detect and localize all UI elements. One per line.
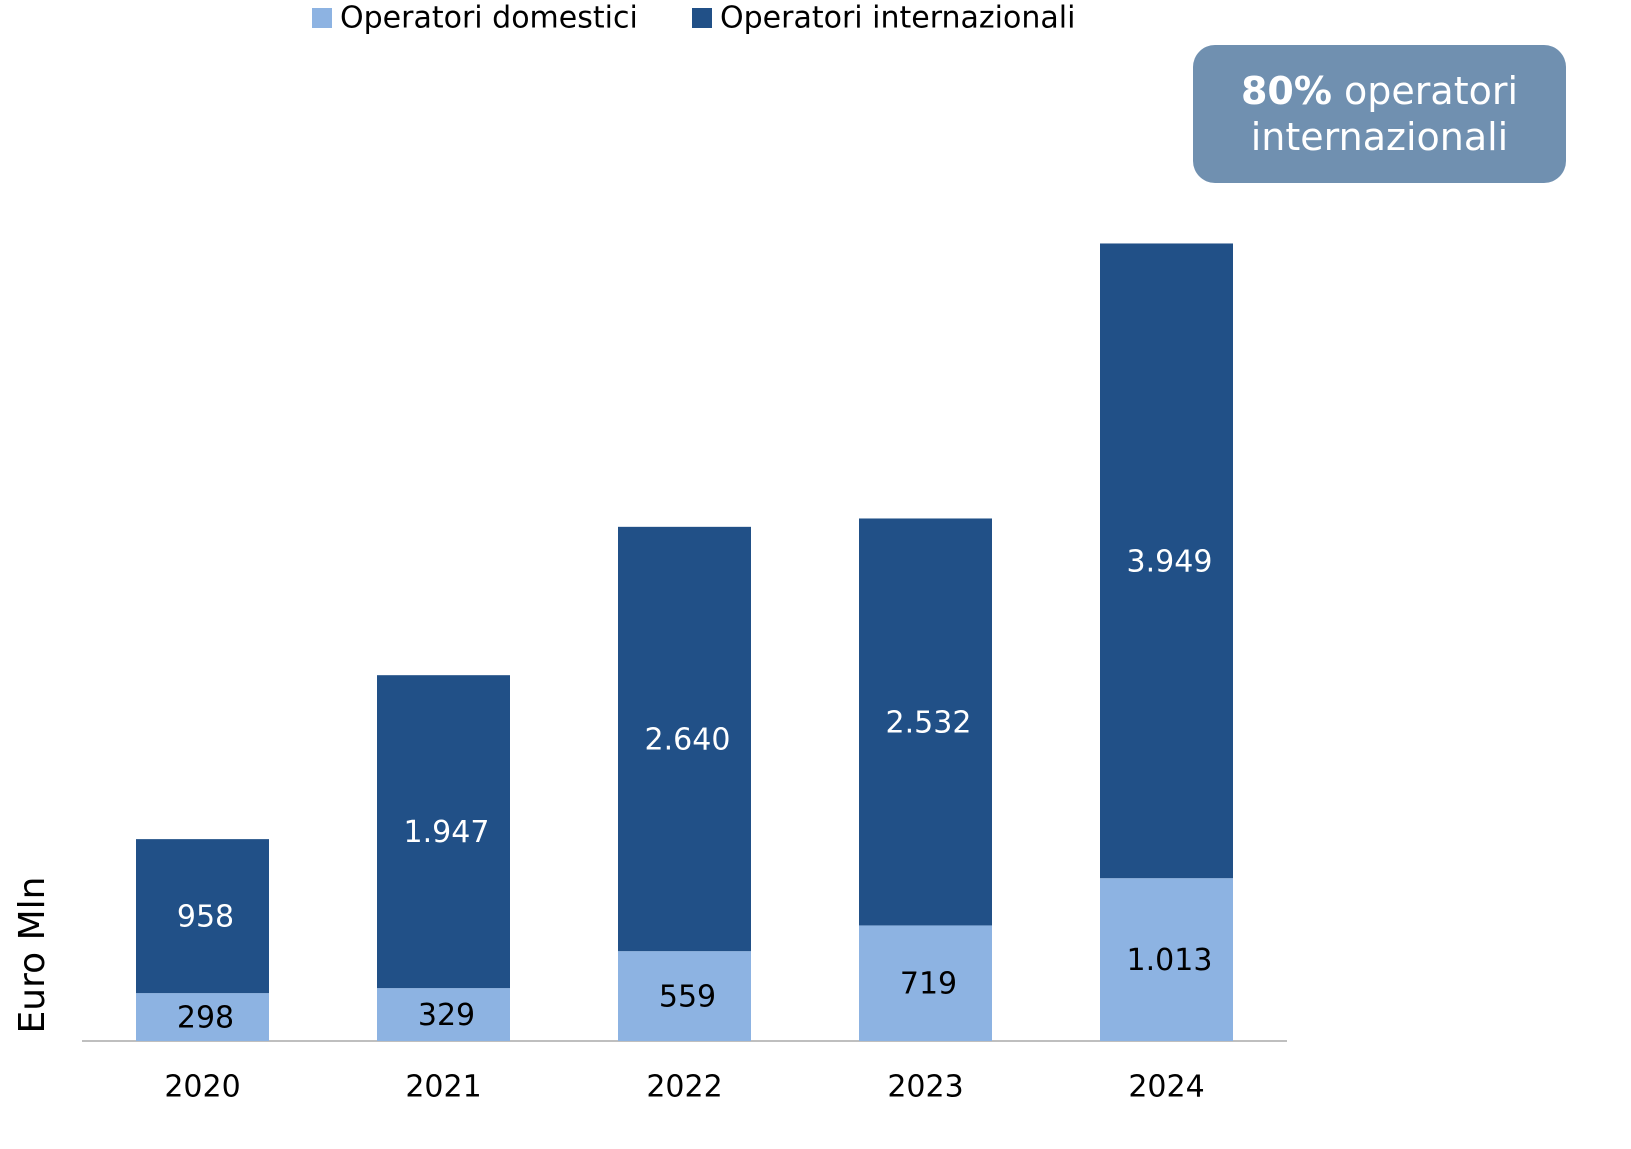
bar-segment bbox=[859, 518, 992, 926]
annotation: 80% operatori internazionali bbox=[1193, 45, 1566, 183]
bar-segment bbox=[377, 675, 510, 989]
data-label: 1.013 bbox=[1127, 943, 1213, 978]
data-label: 329 bbox=[418, 998, 475, 1033]
legend-label: Operatori internazionali bbox=[720, 1, 1075, 36]
bar-segment bbox=[1100, 878, 1233, 1041]
data-label: 3.949 bbox=[1127, 544, 1213, 579]
data-label: 958 bbox=[177, 900, 234, 935]
data-label: 2.640 bbox=[645, 722, 731, 757]
x-tick-label: 2024 bbox=[1128, 1070, 1204, 1105]
x-tick-label: 2020 bbox=[164, 1070, 240, 1105]
bar-segment bbox=[136, 993, 269, 1041]
legend-label: Operatori domestici bbox=[340, 1, 638, 36]
data-label: 719 bbox=[900, 967, 957, 1002]
y-axis-label: Euro Mln bbox=[12, 877, 53, 1034]
data-label: 559 bbox=[659, 980, 716, 1015]
bar-segment bbox=[136, 839, 269, 994]
data-label: 1.947 bbox=[404, 815, 490, 850]
annotation-highlight: 80% bbox=[1240, 69, 1332, 113]
legend-swatch bbox=[692, 8, 712, 28]
legend-swatch bbox=[312, 8, 332, 28]
x-tick-label: 2021 bbox=[405, 1070, 481, 1105]
data-label: 2.532 bbox=[886, 705, 972, 740]
data-label: 298 bbox=[177, 1001, 234, 1036]
x-tick-label: 2022 bbox=[646, 1070, 722, 1105]
bar-segment bbox=[1100, 243, 1233, 879]
annotation-text: operatori internazionali bbox=[1250, 69, 1519, 159]
bar-segment bbox=[859, 925, 992, 1041]
x-tick-label: 2023 bbox=[887, 1070, 963, 1105]
bar-segment bbox=[618, 526, 751, 952]
bar-segment bbox=[618, 951, 751, 1041]
bar-segment bbox=[377, 988, 510, 1041]
